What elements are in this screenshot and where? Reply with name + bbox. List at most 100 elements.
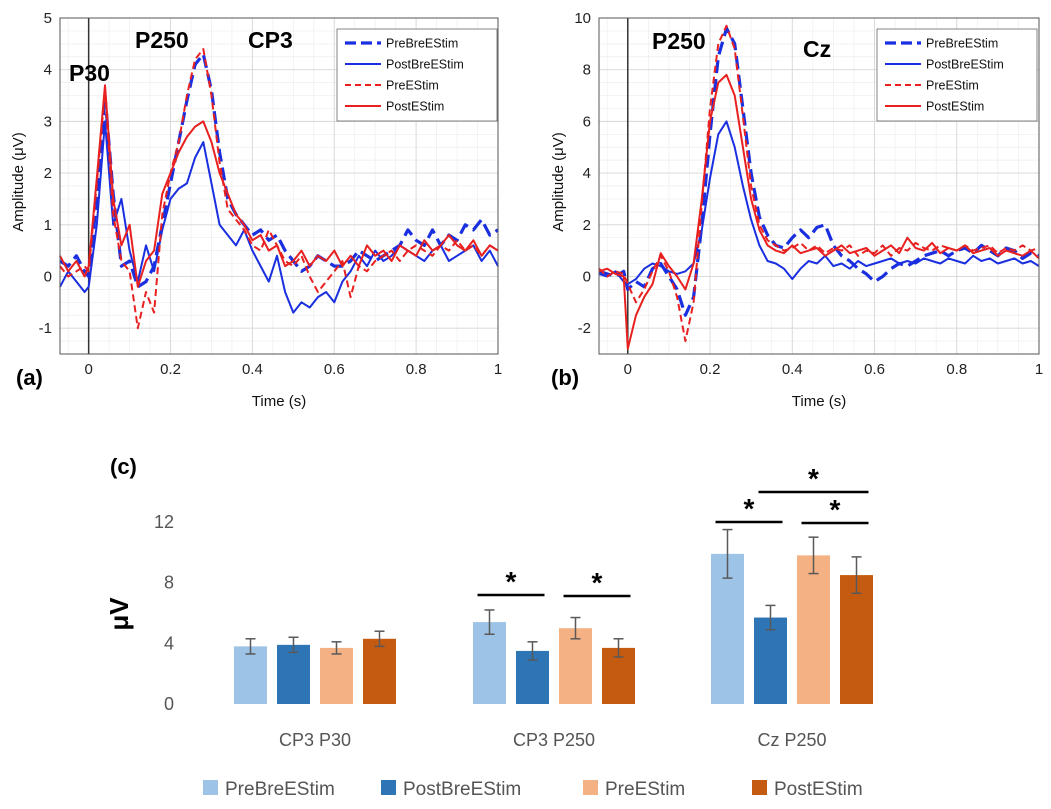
panel-b-series-postbreestim: [598, 120, 1040, 286]
panel-a-axes-frame: [59, 17, 499, 355]
panel-b-ytick-label: -2: [578, 320, 591, 337]
panel-b-xtick-label: 1: [1035, 361, 1043, 378]
panel-a-ytick-label: 2: [44, 165, 52, 182]
panel-a-label: (a): [16, 365, 43, 390]
panel-c-category-label: Cz P250: [757, 730, 826, 750]
panel-b-xlabel: Time (s): [792, 393, 846, 410]
panel-b-tick-labels: 0 0.2 0.4 0.6 0.8 1 -2 0 2 4 6 8 10: [574, 10, 1043, 378]
panel-b-line-chart: 0 0.2 0.4 0.6 0.8 1 -2 0 2 4 6 8 10 Time (s) Amplitu…: [550, 10, 1043, 410]
panel-c-legend-swatch: [752, 780, 767, 795]
panel-b-series-lines: [598, 24, 1040, 350]
panel-c-legend-swatch: [203, 780, 218, 795]
panel-c-label: (c): [110, 454, 137, 479]
panel-b-ytick-label: 4: [583, 165, 591, 182]
panel-b-xtick-label: 0.8: [946, 361, 967, 378]
panel-b-ytick-label: 0: [583, 268, 591, 285]
panel-a-ytick-label: 3: [44, 113, 52, 130]
panel-b-ytick-label: 2: [583, 217, 591, 234]
panel-a-xtick-label: 1: [494, 361, 502, 378]
panel-b-ytick-label: 6: [583, 113, 591, 130]
panel-c-bars: [234, 528, 873, 704]
panel-c-bar: [559, 628, 592, 704]
panel-c-ytick-label: 0: [164, 694, 174, 714]
panel-a-ylabel: Amplitude (μV): [10, 132, 27, 232]
panel-b-annotation-p250: P250: [652, 28, 706, 54]
panel-c-legend-swatch: [381, 780, 396, 795]
panel-b-legend-label: PreBreEStim: [926, 37, 998, 51]
panel-a-ytick-label: 4: [44, 62, 52, 79]
panel-a-xtick-label: 0.6: [324, 361, 345, 378]
panel-c-significance-star: *: [506, 566, 517, 597]
panel-c-ytick-label: 4: [164, 633, 174, 653]
panel-c-bar: [473, 622, 506, 704]
panel-a-annotation-p250: P250: [135, 27, 189, 53]
panel-b-ylabel: Amplitude (μV): [550, 132, 567, 232]
panel-a-series-lines: [59, 48, 499, 330]
panel-c-significance-star: *: [744, 493, 755, 524]
panel-a-ytick-label: 5: [44, 10, 52, 27]
panel-b-xtick-label: 0.2: [700, 361, 721, 378]
panel-c-significance-star: *: [592, 567, 603, 598]
panel-b-ytick-label: 10: [574, 10, 591, 27]
panel-c-significance: * * * * *: [477, 463, 869, 598]
panel-b-grid: [599, 17, 1040, 355]
panel-c-legend: PreBreEStim PostBreEStim PreEStim PostEStim: [203, 779, 863, 800]
panel-b-axes-box: [598, 17, 1040, 355]
panel-c-bar: [277, 644, 310, 704]
panel-c-bar: [363, 638, 396, 704]
panel-c-ytick-labels: 0 4 8 12: [154, 512, 174, 714]
panel-b-series-prebreestim: [598, 26, 1040, 317]
panel-a-series-prebreestim: [59, 52, 499, 289]
panel-b-legend-label: PreEStim: [926, 79, 979, 93]
panel-a-annotation-p30: P30: [69, 60, 110, 86]
panel-a-legend-label: PreEStim: [386, 79, 439, 93]
panel-b-legend-label: PostBreEStim: [926, 58, 1004, 72]
panel-c-category-labels: CP3 P30 CP3 P250 Cz P250: [279, 730, 827, 750]
panel-c-legend-label: PreEStim: [605, 779, 685, 800]
panel-c-bar: [797, 555, 830, 704]
panel-a-tick-labels: 0 0.2 0.4 0.6 0.8 1 -1 0 1 2 3 4 5: [39, 10, 503, 378]
panel-a-ytick-label: -1: [39, 320, 52, 337]
panel-c-category-label: CP3 P30: [279, 730, 351, 750]
panel-b-label: (b): [551, 365, 579, 390]
panel-a-ytick-label: 0: [44, 268, 52, 285]
panel-a-legend-label: PostBreEStim: [386, 58, 464, 72]
panel-a-region-label: CP3: [248, 27, 293, 53]
panel-b-xtick-label: 0.6: [864, 361, 885, 378]
panel-c-legend-swatch: [583, 780, 598, 795]
panel-a-legend-label: PostEStim: [386, 100, 444, 114]
panel-b-axes-frame: [598, 17, 1040, 355]
panel-b-region-label: Cz: [803, 36, 831, 62]
panel-a-xtick-label: 0: [84, 361, 92, 378]
panel-c-bar: [711, 553, 744, 704]
panel-c-bar: [234, 646, 267, 704]
panel-c-bar: [320, 647, 353, 704]
panel-a-xtick-label: 0.8: [406, 361, 427, 378]
panel-c-ytick-label: 12: [154, 512, 174, 532]
panel-a-series-postbreestim: [59, 120, 499, 314]
panel-c-ytick-label: 8: [164, 573, 174, 593]
panel-b-series-postestim: [598, 73, 1040, 350]
panel-a-series-postestim: [59, 84, 499, 288]
panel-c-bar: [754, 617, 787, 704]
panel-c-significance-star: *: [808, 463, 819, 494]
panel-a-legend: PreBreEStim PostBreEStim PreEStim PostEStim: [336, 28, 498, 122]
panel-b-xtick-label: 0: [624, 361, 632, 378]
panel-c-ylabel: μV: [104, 597, 134, 631]
panel-c-significance-star: *: [830, 494, 841, 525]
panel-b-legend-label: PostEStim: [926, 100, 984, 114]
panel-a-xtick-label: 0.2: [160, 361, 181, 378]
panel-a-line-chart: 0 0.2 0.4 0.6 0.8 1 -1 0 1 2 3 4 5 Time (s) Amplitud…: [10, 10, 502, 410]
panel-a-axes-box: [59, 17, 499, 355]
panel-c-category-label: CP3 P250: [513, 730, 595, 750]
panel-a-ytick-label: 1: [44, 217, 52, 234]
panel-b-xtick-label: 0.4: [782, 361, 803, 378]
panel-a-legend-label: PreBreEStim: [386, 37, 458, 51]
panel-a-xtick-label: 0.4: [242, 361, 263, 378]
panel-a-xlabel: Time (s): [252, 393, 306, 410]
panel-c-legend-label: PreBreEStim: [225, 779, 335, 800]
panel-c-bar: [840, 575, 873, 704]
panel-b-legend: PreBreEStim PostBreEStim PreEStim PostEStim: [876, 28, 1038, 122]
